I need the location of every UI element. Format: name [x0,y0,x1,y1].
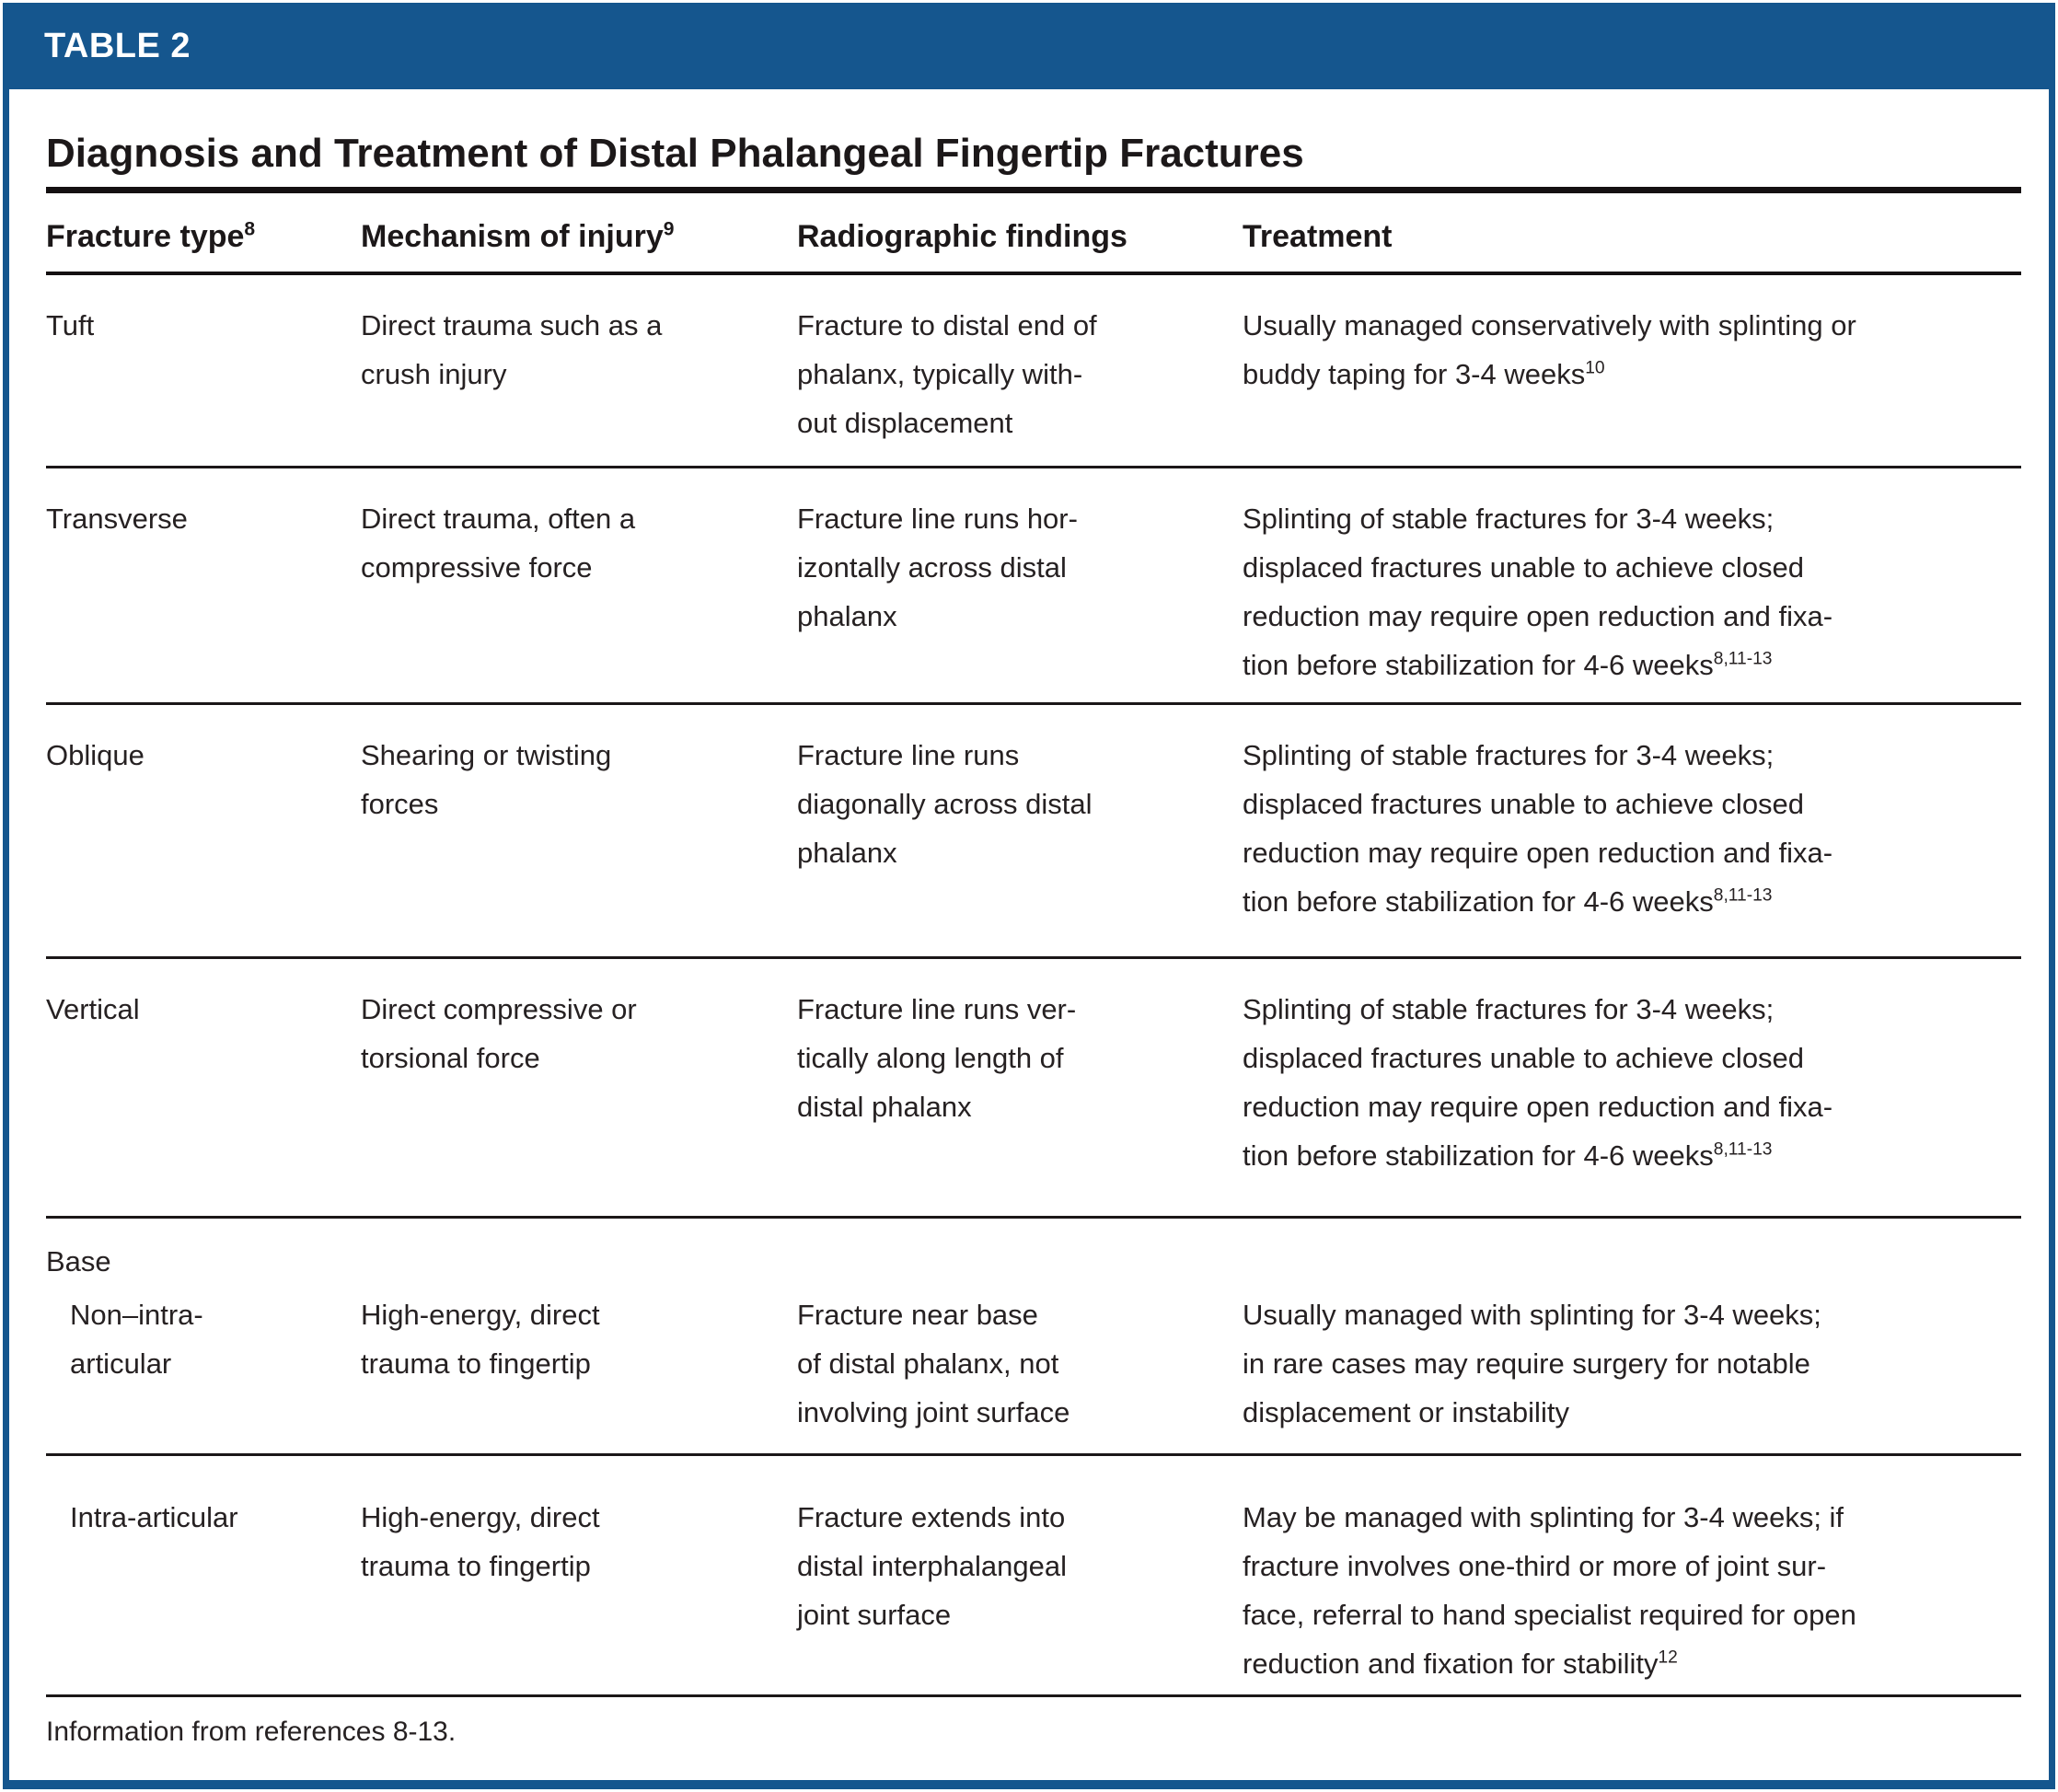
cell-fracture-type: Tuft [46,309,95,341]
column-header-label: Treatment [1243,219,1393,254]
treatment-text: Splinting of stable fractures for 3-4 we… [1243,993,1833,1172]
column-header-label: Radiographic findings [797,219,1127,254]
cell-treatment: Splinting of stable fractures for 3-4 we… [1243,731,2021,926]
cell-mechanism: Shearing or twisting forces [361,739,612,820]
cell-treatment: Splinting of stable fractures for 3-4 we… [1243,494,2021,689]
cell-fracture-type: Vertical [46,993,140,1025]
column-header-fracture-type: Fracture type8 [46,217,361,256]
cell-mechanism: Direct trauma such as a crush injury [361,309,663,390]
treatment-ref-sup: 12 [1658,1647,1678,1668]
cell-fracture-type: Non–intra- articular [70,1299,203,1380]
cell-treatment: Splinting of stable fractures for 3-4 we… [1243,985,2021,1180]
cell-findings: Fracture near base of distal phalanx, no… [797,1299,1070,1428]
cell-treatment: Usually managed conservatively with spli… [1243,301,2021,399]
table-number-bar: TABLE 2 [9,3,2049,89]
treatment-text: Usually managed with splinting for 3-4 w… [1243,1299,1821,1428]
table-row-non-intra-articular: Non–intra- articular High-energy, direct… [46,1285,2021,1437]
cell-mechanism: High-energy, direct trauma to fingertip [361,1299,600,1380]
title-rule [46,187,2021,193]
cell-fracture-type: Oblique [46,739,145,771]
table-content: Diagnosis and Treatment of Distal Phalan… [9,89,2049,1780]
cell-fracture-type: Intra-articular [70,1501,238,1533]
column-header-label: Fracture type [46,219,245,254]
column-header-sup: 9 [663,218,675,240]
column-header-mechanism: Mechanism of injury9 [361,217,797,256]
column-header-label: Mechanism of injury [361,219,664,254]
cell-treatment: May be managed with splinting for 3-4 we… [1243,1493,2021,1688]
treatment-text: Splinting of stable fractures for 3-4 we… [1243,739,1833,918]
cell-findings: Fracture line runs ver- tically along le… [797,993,1077,1123]
cell-mechanism: Direct trauma, often a compressive force [361,503,636,584]
cell-findings: Fracture line runs diagonally across dis… [797,739,1093,869]
table-row-transverse: Transverse Direct trauma, often a compre… [46,468,2021,705]
cell-treatment: Usually managed with splinting for 3-4 w… [1243,1290,2021,1437]
table-footnote: Information from references 8-13. [46,1717,457,1747]
table-frame: TABLE 2 Diagnosis and Treatment of Dista… [3,3,2055,1789]
cell-findings: Fracture extends into distal interphalan… [797,1501,1067,1631]
treatment-ref-sup: 8,11-13 [1713,1139,1773,1160]
treatment-ref-sup: 8,11-13 [1713,885,1773,906]
cell-fracture-type: Transverse [46,503,188,535]
cell-mechanism: Direct compressive or torsional force [361,993,637,1074]
column-header-treatment: Treatment [1243,217,2021,256]
cell-findings: Fracture to distal end of phalanx, typic… [797,309,1097,439]
table-section-base: Base Non–intra- articular High-energy, d… [46,1219,2021,1456]
table-row-vertical: Vertical Direct compressive or torsional… [46,959,2021,1219]
treatment-text: Splinting of stable fractures for 3-4 we… [1243,503,1833,681]
treatment-ref-sup: 10 [1585,358,1605,378]
column-header-radiographic: Radiographic findings [797,217,1243,256]
cell-mechanism: High-energy, direct trauma to fingertip [361,1501,600,1582]
cell-findings: Fracture line runs hor- izontally across… [797,503,1078,632]
treatment-ref-sup: 8,11-13 [1713,649,1773,669]
treatment-text: May be managed with splinting for 3-4 we… [1243,1501,1856,1680]
table-title: Diagnosis and Treatment of Distal Phalan… [46,131,1304,176]
section-label-base: Base [46,1245,111,1278]
table-row-intra-articular: Intra-articular High-energy, direct trau… [46,1456,2021,1697]
table-number-label: TABLE 2 [44,26,191,65]
treatment-text: Usually managed conservatively with spli… [1243,309,1856,390]
table-row-tuft: Tuft Direct trauma such as a crush injur… [46,275,2021,468]
column-header-sup: 8 [244,218,256,240]
table-row-oblique: Oblique Shearing or twisting forces Frac… [46,705,2021,959]
column-header-row: Fracture type8 Mechanism of injury9 Radi… [46,193,2021,275]
